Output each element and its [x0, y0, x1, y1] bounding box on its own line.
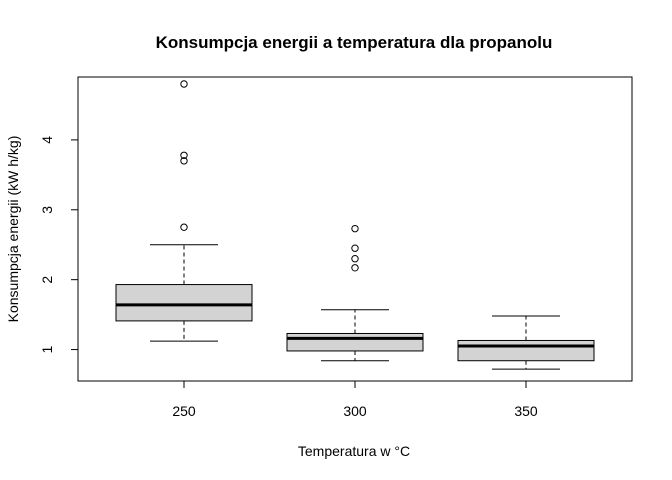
y-axis: 1 2 3 4	[39, 136, 79, 353]
outlier-point	[351, 244, 359, 252]
iqr-box	[457, 339, 595, 362]
x-tick-label: 300	[343, 403, 367, 419]
boxes-layer	[115, 80, 595, 370]
box-group-250	[115, 80, 253, 342]
iqr-box	[115, 284, 253, 322]
box-group-350	[457, 315, 595, 370]
y-tick-label: 3	[39, 206, 55, 214]
y-tick-label: 4	[39, 136, 55, 144]
outlier-point	[351, 224, 359, 233]
iqr-box	[286, 332, 424, 352]
outlier-point	[180, 223, 188, 231]
outlier-point	[351, 264, 359, 272]
x-axis-label: Temperatura w °C	[298, 443, 410, 459]
chart-title: Konsumpcja energii a temperatura dla pro…	[156, 33, 553, 52]
outlier-point	[180, 151, 188, 159]
outlier-point	[180, 80, 188, 88]
y-tick-label: 2	[39, 276, 55, 284]
y-axis-label: Konsumpcja energii (kW h/kg)	[5, 136, 21, 323]
x-axis: 250 300 350	[172, 380, 538, 419]
outlier-point	[351, 255, 359, 263]
x-tick-label: 250	[172, 403, 196, 419]
y-tick-label: 1	[39, 345, 55, 353]
box-group-300	[286, 224, 424, 362]
x-tick-label: 350	[514, 403, 538, 419]
outlier-point	[180, 157, 188, 165]
